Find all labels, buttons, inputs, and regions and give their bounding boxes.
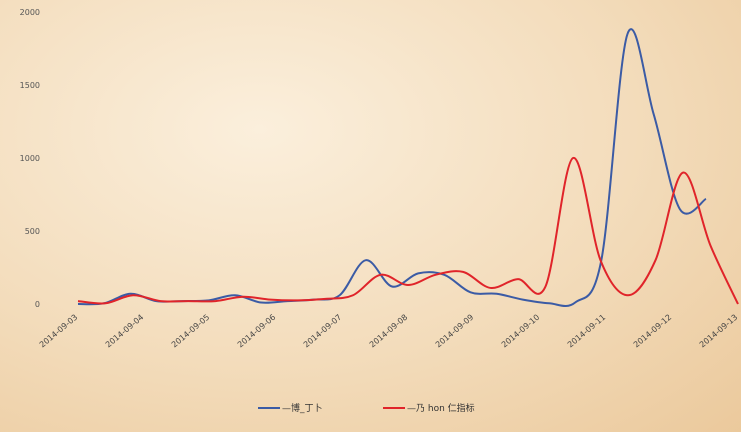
x-tick-label: 2014-09-05 — [170, 313, 211, 350]
x-tick-label: 2014-09-13 — [698, 313, 739, 350]
y-tick-label: 0 — [35, 300, 40, 309]
x-tick-label: 2014-09-04 — [104, 313, 145, 350]
legend-label: —博_丁卜 — [282, 402, 323, 414]
legend-label: —乃 hon 仁指标 — [407, 402, 475, 414]
y-tick-label: 500 — [25, 227, 40, 236]
x-tick-label: 2014-09-08 — [368, 313, 409, 350]
y-tick-label: 2000 — [20, 8, 40, 17]
y-axis-tick-labels: 0 500 1000 1500 2000 — [20, 8, 40, 309]
x-tick-label: 2014-09-03 — [38, 313, 79, 350]
y-tick-label: 1500 — [20, 81, 40, 90]
x-tick-label: 2014-09-07 — [302, 313, 343, 350]
legend: —博_丁卜 —乃 hon 仁指标 — [258, 402, 475, 414]
x-tick-label: 2014-09-12 — [632, 313, 673, 350]
y-tick-label: 1000 — [20, 154, 40, 163]
series-lines — [77, 28, 739, 308]
series-line-2 — [77, 156, 739, 305]
x-tick-label: 2014-09-11 — [566, 313, 607, 350]
x-tick-label: 2014-09-06 — [236, 313, 277, 350]
series-line-1 — [77, 28, 707, 308]
x-axis-tick-labels: 2014-09-03 2014-09-04 2014-09-05 2014-09-06… — [38, 313, 739, 350]
x-tick-label: 2014-09-10 — [500, 313, 541, 350]
x-tick-label: 2014-09-09 — [434, 313, 475, 350]
